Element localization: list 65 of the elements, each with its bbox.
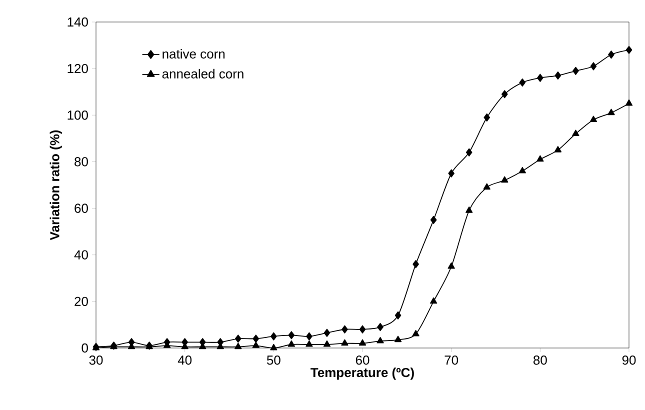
point [466, 206, 473, 213]
y-tick-label: 40 [74, 250, 88, 260]
y-tick-label: 100 [68, 110, 88, 120]
x-tick-label: 50 [266, 356, 280, 365]
legend-label: annealed corn [162, 68, 244, 78]
point [342, 325, 348, 334]
point [483, 183, 490, 190]
y-tick-label: 0 [82, 343, 88, 353]
y-tick-label: 120 [68, 64, 88, 74]
point [252, 342, 260, 348]
point [324, 328, 330, 337]
point [341, 339, 348, 346]
point [554, 146, 562, 152]
point [590, 116, 598, 122]
point [501, 176, 508, 183]
point [430, 297, 438, 304]
point [572, 130, 580, 136]
point [537, 74, 544, 82]
point [572, 66, 579, 75]
y-tick-label: 140 [68, 17, 88, 27]
y-tick-label: 60 [74, 204, 88, 213]
x-tick-label: 40 [178, 356, 192, 365]
point [448, 262, 455, 269]
point [430, 216, 437, 224]
y-axis-title: Variation ratio (%) [50, 130, 62, 240]
point [590, 62, 597, 70]
point [501, 90, 508, 98]
x-tick-label: 70 [444, 356, 458, 365]
x-tick-label: 60 [356, 356, 370, 365]
point [270, 344, 278, 350]
point [234, 342, 242, 350]
point [394, 336, 402, 342]
point [466, 148, 472, 156]
point [448, 169, 454, 178]
point [608, 108, 615, 116]
x-tick-label: 30 [89, 356, 103, 365]
y-tick-label: 20 [74, 296, 88, 306]
point [270, 332, 277, 340]
point [234, 334, 242, 343]
point [323, 340, 331, 347]
point [358, 339, 366, 346]
point [252, 334, 260, 343]
point [306, 340, 313, 347]
point [554, 72, 562, 80]
point [394, 311, 402, 320]
point [518, 166, 526, 174]
point [288, 331, 295, 340]
x-tick-label: 80 [534, 356, 547, 365]
point [412, 260, 419, 268]
legend-label: native corn [162, 49, 225, 59]
point [412, 330, 420, 336]
point [306, 332, 312, 340]
y-tick-label: 80 [74, 157, 88, 166]
point [625, 99, 633, 106]
point [376, 336, 384, 344]
point [377, 322, 384, 332]
x-axis-title: Temperature (ºC) [310, 368, 414, 380]
point [288, 340, 295, 347]
point [608, 50, 614, 59]
point [484, 113, 490, 122]
x-tick-label: 90 [622, 356, 636, 365]
point [626, 46, 632, 54]
point [359, 325, 366, 334]
point [519, 78, 526, 87]
point [536, 155, 544, 162]
